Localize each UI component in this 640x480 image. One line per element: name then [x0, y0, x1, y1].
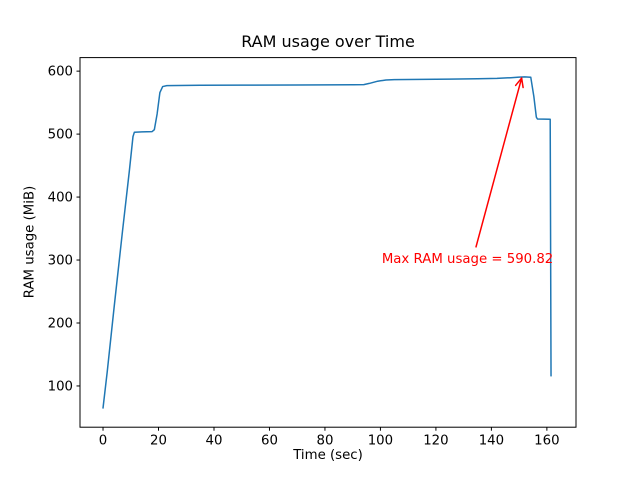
y-tick-label: 600 [48, 65, 73, 80]
x-tick-label: 80 [316, 434, 333, 449]
x-tick-label: 160 [534, 434, 559, 449]
x-tick-label: 100 [368, 434, 393, 449]
x-tick-label: 60 [261, 434, 278, 449]
x-tick-label: 140 [479, 434, 504, 449]
y-tick-label: 200 [48, 317, 73, 332]
y-tick-label: 100 [48, 380, 73, 395]
y-tick-label: 300 [48, 254, 73, 269]
max-ram-annotation: Max RAM usage = 590.82 [381, 252, 554, 268]
x-axis-label: Time (sec) [293, 448, 363, 463]
x-tick-label: 0 [99, 434, 107, 449]
x-tick-label: 120 [423, 434, 448, 449]
y-tick-label: 400 [48, 191, 73, 206]
annotation-arrow-shaft [475, 77, 523, 248]
annotation-arrow-head [520, 77, 524, 89]
y-tick-label: 500 [48, 128, 73, 143]
chart-title: RAM usage over Time [241, 32, 415, 51]
x-tick-label: 20 [150, 434, 167, 449]
y-axis-label: RAM usage (MiB) [22, 185, 38, 299]
annotation-arrow-head [514, 77, 523, 87]
plot-border [79, 57, 577, 428]
ram-usage-line [102, 76, 552, 409]
x-tick-label: 40 [206, 434, 223, 449]
